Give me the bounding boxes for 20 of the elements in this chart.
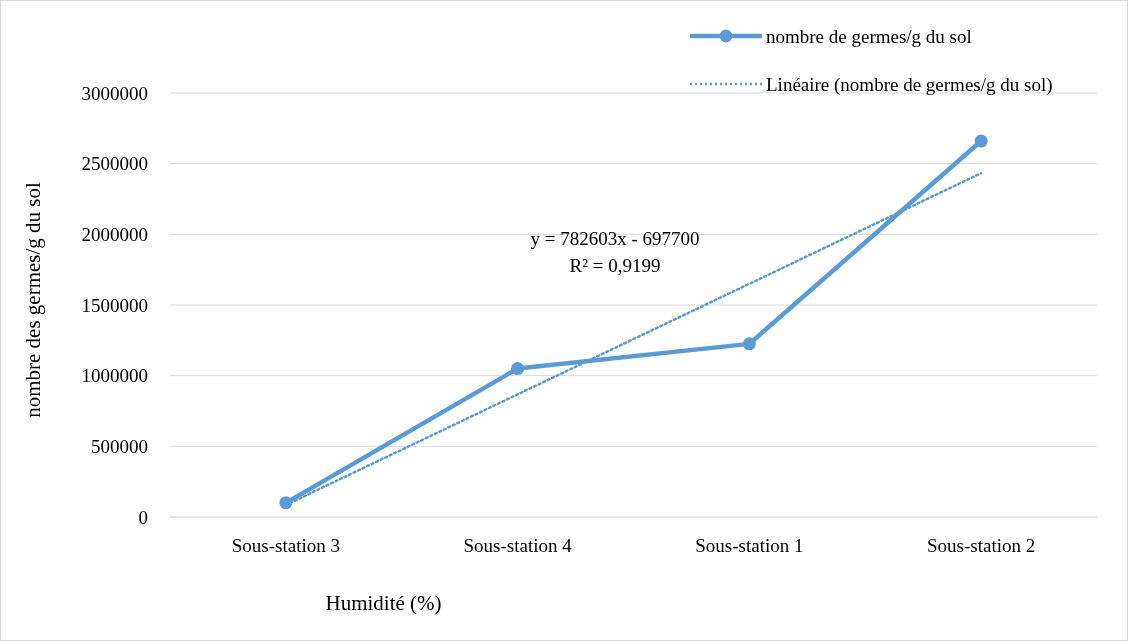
point (974, 134, 988, 148)
legend-label: nombre de germes/g du sol (766, 25, 972, 47)
y-tick-label: 1500000 (81, 294, 148, 316)
y-tick-label: 1000000 (81, 365, 148, 387)
x-tick-label: Sous-station 3 (231, 535, 340, 556)
y-tick-label: 500000 (91, 435, 148, 457)
annotation: R² = 0,9199 (569, 255, 661, 276)
x-tick-label: Sous-station 1 (695, 535, 804, 556)
y-tick-label: 2500000 (81, 153, 148, 175)
y-tick-label: 2000000 (81, 223, 148, 245)
x-tick-label: Sous-station 2 (927, 535, 1036, 556)
point (742, 337, 756, 351)
x-axis-title: Humidité (%) (325, 591, 442, 615)
y-tick-label: 3000000 (81, 82, 148, 104)
y-axis-title: nombre des germes/g du sol (21, 182, 45, 418)
point (511, 362, 525, 376)
legend-label: Linéaire (nombre de germes/g du sol) (766, 73, 1053, 96)
annotation: y = 782603x - 697700 (530, 228, 700, 249)
x-tick-label: Sous-station 4 (463, 535, 573, 556)
y-tick-label: 0 (138, 506, 148, 528)
